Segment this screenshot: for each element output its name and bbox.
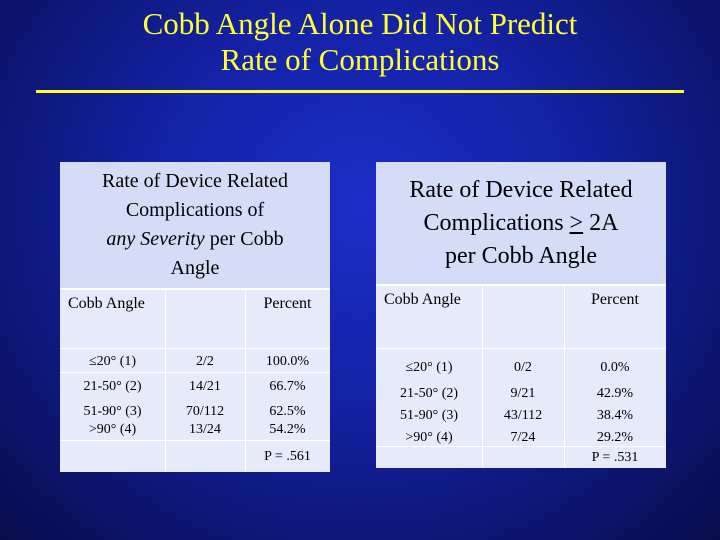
left-row-4-angle: >90° (4) <box>88 422 137 437</box>
left-header-italic: any Severity <box>106 228 205 250</box>
right-header-line-3: per Cobb Angle <box>445 242 597 269</box>
left-row-1-ratio: 2/2 <box>196 354 214 369</box>
right-row-1-percent: 0.0% <box>600 360 630 375</box>
right-header-divider <box>376 284 666 286</box>
right-p-value: P = .531 <box>591 450 639 465</box>
left-header-line-1: Rate of Device Related <box>101 170 289 192</box>
left-header-line-2: Complications of <box>125 199 265 221</box>
right-col-divider-2 <box>564 286 565 468</box>
left-row-4-percent: 54.2% <box>269 422 306 437</box>
right-col-cobb-angle: Cobb Angle <box>384 291 461 308</box>
right-col-divider-1 <box>482 286 483 468</box>
slide-title: Cobb Angle Alone Did Not Predict Rate of… <box>0 6 720 78</box>
left-row-divider-2 <box>60 372 330 373</box>
right-table: Rate of Device Related Complications > 2… <box>376 162 666 468</box>
right-header-line-2: Complications > 2A <box>409 207 632 240</box>
left-col-divider-1 <box>165 290 166 472</box>
right-row-2-percent: 42.9% <box>596 386 634 401</box>
left-header-line-3-rest: per Cobb <box>204 228 284 250</box>
left-col-divider-2 <box>245 290 246 472</box>
left-row-2-ratio: 14/21 <box>189 379 221 394</box>
left-row-4-ratio: 13/24 <box>189 422 221 437</box>
left-row-divider-1 <box>60 348 330 349</box>
left-row-3-ratio: 70/112 <box>185 404 225 419</box>
left-col-percent: Percent <box>263 295 312 312</box>
right-table-header: Rate of Device Related Complications > 2… <box>376 162 666 284</box>
right-table-grid: Cobb Angle Percent ≤20° (1) 0/2 0.0% 21-… <box>376 286 666 468</box>
right-header-line-1: Rate of Device Related <box>409 176 633 203</box>
slide-title-line-1: Cobb Angle Alone Did Not Predict <box>142 6 578 41</box>
right-header-line-2-post: 2A <box>583 209 619 236</box>
left-row-2-angle: 21-50° (2) <box>83 379 142 394</box>
title-underline <box>36 90 684 93</box>
left-row-2-percent: 66.7% <box>269 379 306 394</box>
left-row-3-percent: 62.5% <box>269 404 306 419</box>
right-header-line-2-pre: Complications <box>423 209 570 236</box>
right-col-percent: Percent <box>591 291 639 308</box>
right-row-3-ratio: 43/112 <box>503 408 543 423</box>
right-row-divider-2 <box>376 446 666 447</box>
left-row-1-percent: 100.0% <box>265 354 310 369</box>
left-col-cobb-angle: Cobb Angle <box>68 295 145 312</box>
right-row-3-angle: 51-90° (3) <box>399 408 459 423</box>
right-row-3-percent: 38.4% <box>596 408 634 423</box>
left-table: Rate of Device Related Complications of … <box>60 162 330 472</box>
right-row-4-ratio: 7/24 <box>510 430 536 445</box>
greater-equal-symbol: > <box>569 209 584 236</box>
left-row-1-angle: ≤20° (1) <box>88 354 137 369</box>
left-header-line-3: any Severity per Cobb <box>102 225 288 254</box>
left-table-grid: Cobb Angle Percent ≤20° (1) 2/2 100.0% 2… <box>60 290 330 472</box>
right-row-1-angle: ≤20° (1) <box>405 360 453 375</box>
right-row-2-ratio: 9/21 <box>510 386 536 401</box>
left-row-3-angle: 51-90° (3) <box>83 404 142 419</box>
right-row-4-percent: 29.2% <box>596 430 634 445</box>
left-header-line-4: Angle <box>170 257 220 279</box>
left-p-value: P = .561 <box>264 449 311 464</box>
right-row-2-angle: 21-50° (2) <box>399 386 459 401</box>
left-row-divider-3 <box>60 440 330 441</box>
right-row-4-angle: >90° (4) <box>405 430 453 445</box>
right-row-1-ratio: 0/2 <box>514 360 532 375</box>
slide-title-line-2: Rate of Complications <box>220 42 500 77</box>
left-header-divider <box>60 288 330 290</box>
left-table-header: Rate of Device Related Complications of … <box>60 162 330 288</box>
right-row-divider-1 <box>376 348 666 349</box>
